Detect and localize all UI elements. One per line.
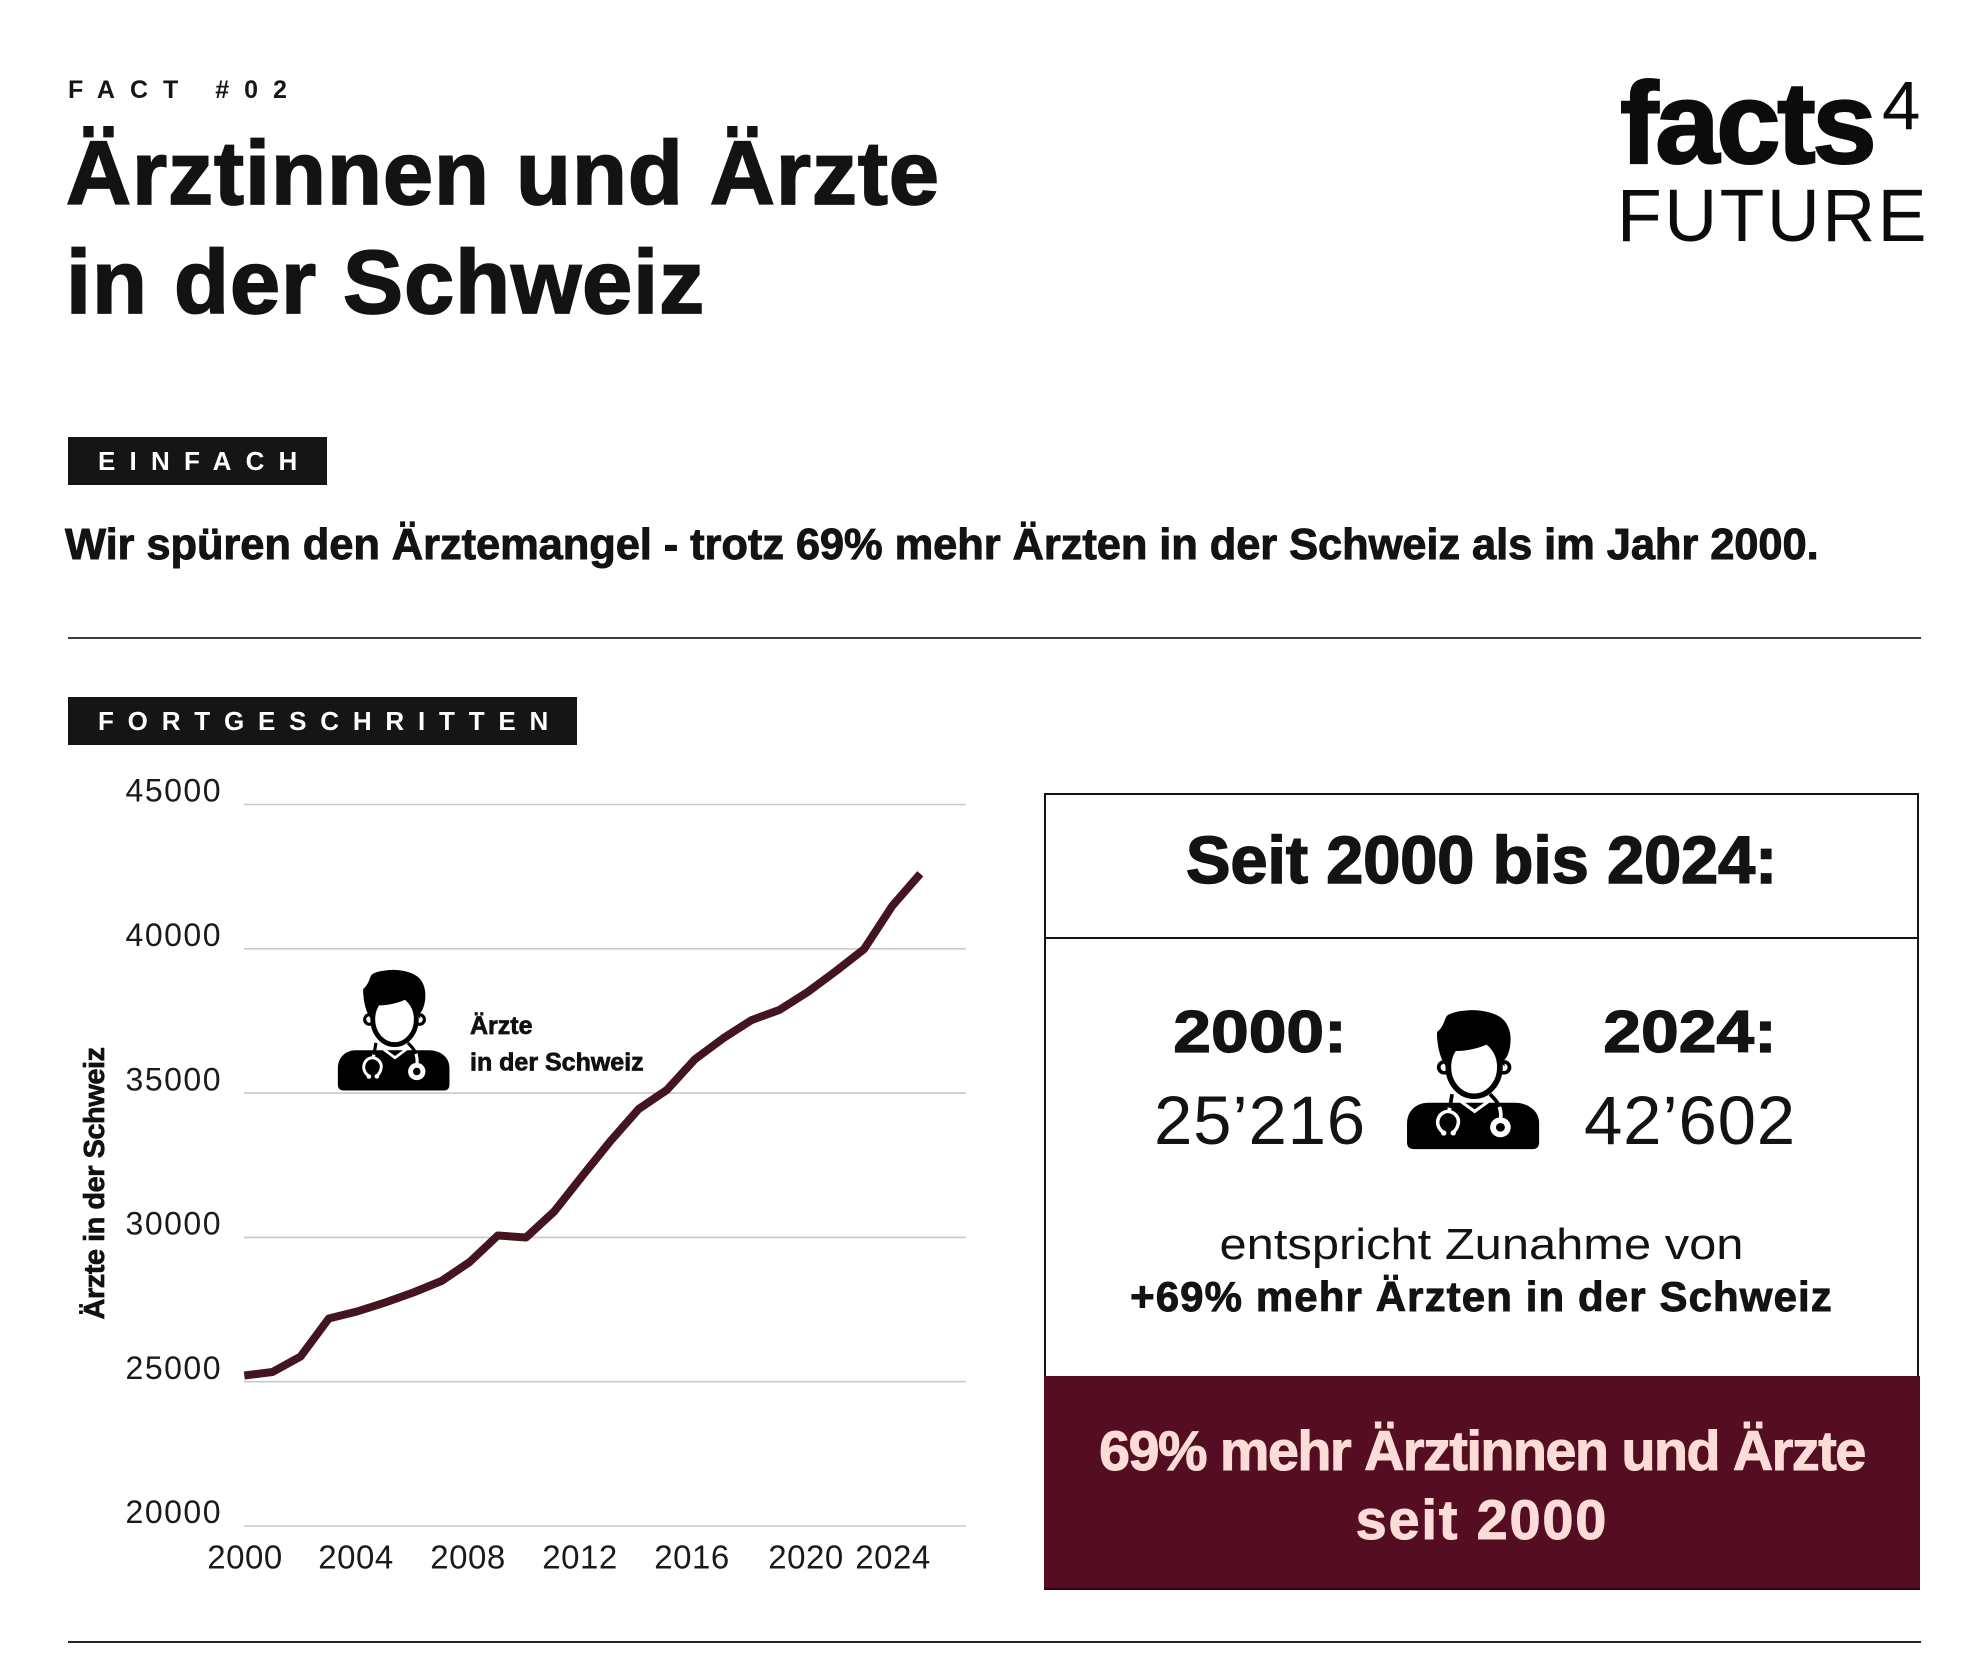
svg-text:40000: 40000 <box>126 917 222 953</box>
svg-text:2012: 2012 <box>542 1539 617 1576</box>
svg-text:35000: 35000 <box>126 1061 222 1097</box>
svg-text:Ärzte: Ärzte <box>470 1012 533 1040</box>
svg-text:in der Schweiz: in der Schweiz <box>470 1049 644 1077</box>
svg-text:25000: 25000 <box>126 1350 222 1386</box>
svg-text:2016: 2016 <box>654 1539 729 1576</box>
svg-text:30000: 30000 <box>126 1206 222 1242</box>
svg-text:2020: 2020 <box>768 1539 843 1576</box>
svg-text:Ärzte in der Schweiz: Ärzte in der Schweiz <box>78 1047 111 1319</box>
svg-text:2000: 2000 <box>207 1539 282 1576</box>
svg-text:45000: 45000 <box>126 773 222 809</box>
svg-text:20000: 20000 <box>126 1494 222 1530</box>
svg-text:2008: 2008 <box>430 1539 505 1576</box>
svg-text:2004: 2004 <box>318 1539 393 1576</box>
svg-text:2024: 2024 <box>855 1539 930 1576</box>
